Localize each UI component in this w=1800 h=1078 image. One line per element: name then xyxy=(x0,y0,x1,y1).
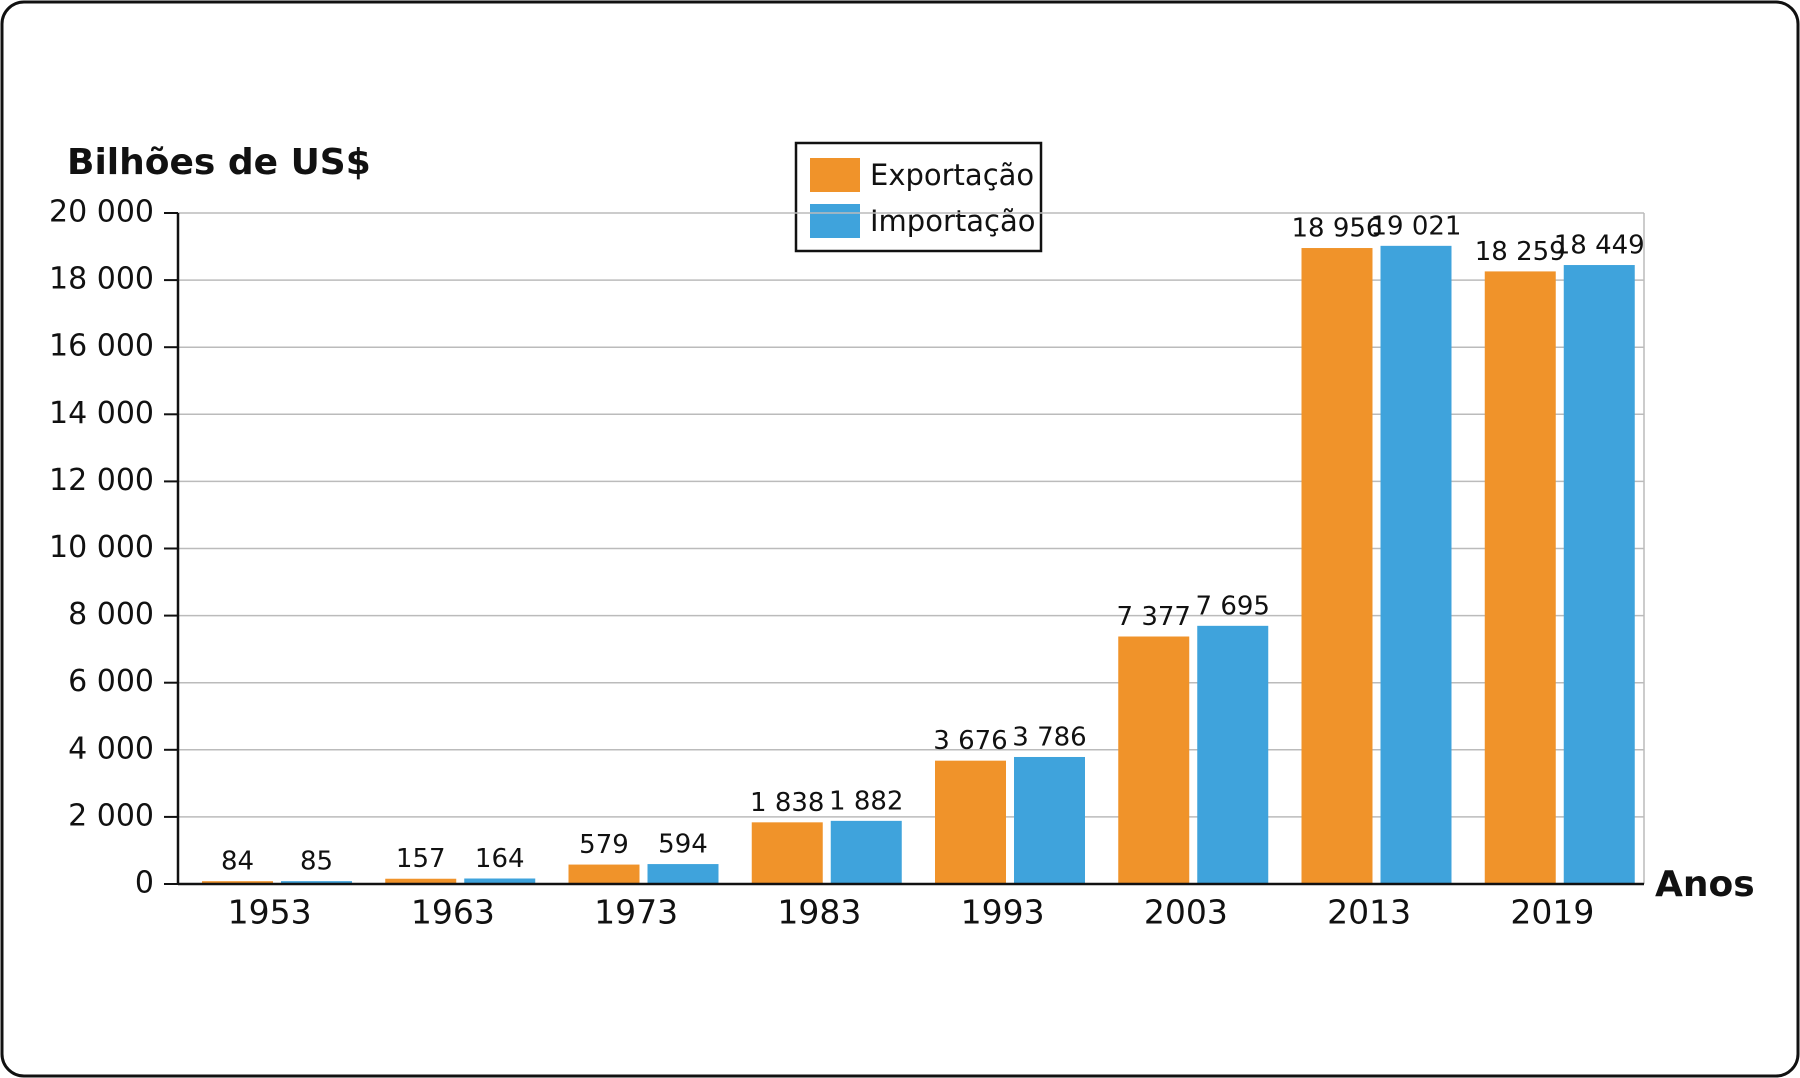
value-label: 157 xyxy=(396,844,446,874)
value-label: 18 259 xyxy=(1475,237,1566,267)
value-label: 1 838 xyxy=(750,788,824,818)
value-label: 579 xyxy=(579,830,629,860)
y-tick-label: 10 000 xyxy=(49,530,154,565)
x-tick-label: 1983 xyxy=(777,893,861,932)
value-label: 1 882 xyxy=(829,786,903,816)
bar xyxy=(385,878,457,884)
legend: Exportação Importação xyxy=(794,141,1043,253)
x-tick-label: 1963 xyxy=(411,893,495,932)
bar xyxy=(281,881,352,884)
bar xyxy=(202,881,273,884)
legend-label: Importação xyxy=(870,204,1035,238)
x-tick-label: 2003 xyxy=(1144,893,1228,932)
value-label: 594 xyxy=(658,830,708,860)
legend-label: Exportação xyxy=(870,158,1034,192)
value-label: 18 956 xyxy=(1292,214,1383,244)
x-tick-label: 1953 xyxy=(228,893,312,932)
bar xyxy=(751,822,823,884)
value-label: 85 xyxy=(300,847,333,877)
bar xyxy=(1118,636,1190,884)
bar xyxy=(1301,248,1373,885)
legend-swatch xyxy=(810,158,860,192)
legend-swatch xyxy=(810,204,860,238)
x-tick-label: 2013 xyxy=(1327,893,1411,932)
y-axis-label: Bilhões de US$ xyxy=(67,142,371,183)
y-tick-label: 4 000 xyxy=(68,731,154,766)
y-tick-label: 0 xyxy=(135,866,154,901)
y-tick-label: 12 000 xyxy=(49,463,154,498)
bar xyxy=(1484,271,1556,885)
bar xyxy=(935,760,1006,884)
value-label: 164 xyxy=(475,844,525,874)
y-tick-label: 16 000 xyxy=(49,329,154,364)
bar xyxy=(464,878,536,884)
bar xyxy=(647,864,719,884)
x-tick-label: 1973 xyxy=(594,893,678,932)
bar xyxy=(568,864,640,884)
value-label: 7 377 xyxy=(1117,602,1191,632)
bar xyxy=(830,820,902,884)
y-tick-label: 8 000 xyxy=(68,597,154,632)
value-label: 3 676 xyxy=(933,726,1007,756)
value-label: 3 786 xyxy=(1012,722,1086,752)
y-tick-label: 2 000 xyxy=(68,798,154,833)
y-tick-label: 20 000 xyxy=(49,195,154,230)
bar xyxy=(1197,625,1269,884)
y-tick-label: 18 000 xyxy=(49,262,154,297)
value-label: 18 449 xyxy=(1554,231,1645,261)
x-tick-label: 1993 xyxy=(961,893,1045,932)
value-label: 84 xyxy=(221,847,254,877)
x-axis-label: Anos xyxy=(1655,864,1755,905)
bar xyxy=(1014,756,1085,884)
value-label: 19 021 xyxy=(1371,211,1462,241)
bar xyxy=(1563,265,1635,885)
bar xyxy=(1380,245,1452,884)
y-tick-label: 14 000 xyxy=(49,396,154,431)
x-tick-label: 2019 xyxy=(1510,893,1594,932)
y-tick-label: 6 000 xyxy=(68,664,154,699)
value-label: 7 695 xyxy=(1196,591,1270,621)
